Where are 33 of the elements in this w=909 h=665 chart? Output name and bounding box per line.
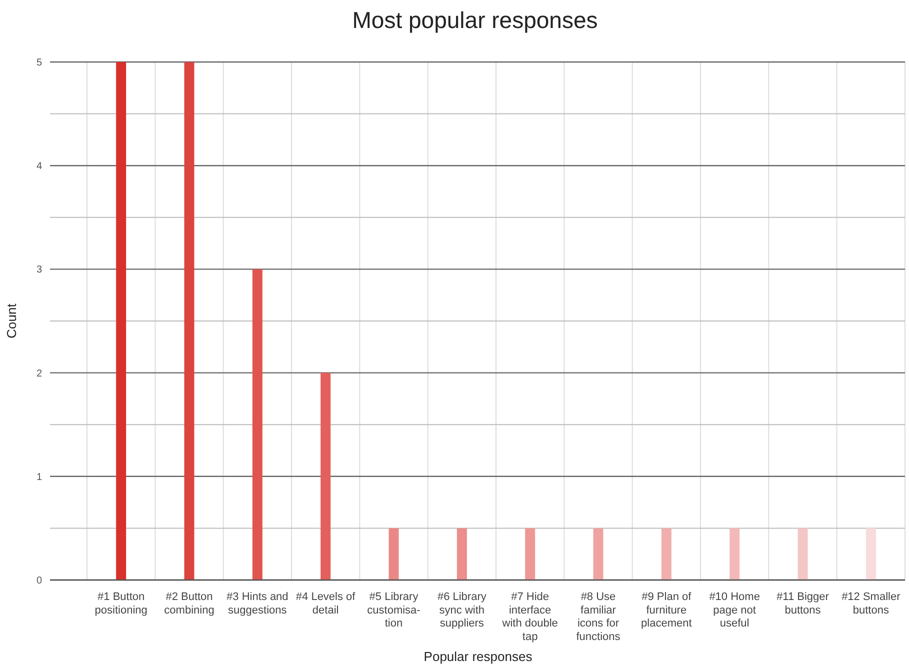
bar (116, 62, 126, 580)
x-tick-label: #5 Library customisa- tion (367, 591, 421, 630)
x-tick-label: #2 Button combining (164, 591, 214, 616)
x-tick-label: #1 Button positioning (94, 591, 148, 616)
x-tick-label: #11 Bigger buttons (776, 591, 830, 616)
bar (320, 372, 331, 580)
x-tick-label: #4 Levels of detail (296, 591, 356, 616)
bar (661, 528, 672, 580)
x-tick-label: #3 Hints and suggestions (226, 591, 288, 616)
bar (456, 528, 467, 580)
y-tick-label: 3 (36, 264, 42, 276)
x-axis-title: Popular responses (424, 649, 533, 664)
x-tick-label: #9 Plan of furniture placement (641, 591, 692, 630)
bar (525, 528, 536, 580)
bar (184, 62, 194, 580)
chart-title: Most popular responses (352, 7, 598, 33)
bar (593, 528, 604, 580)
y-tick-label: 5 (36, 58, 42, 68)
x-tick-label: #8 Use familiar icons for functions (576, 591, 621, 643)
bar (388, 528, 399, 580)
y-axis-title: Count (4, 303, 19, 338)
bar (252, 269, 262, 580)
x-tick-label: #10 Home page not useful (709, 591, 760, 630)
x-tick-label: #6 Library sync with suppliers (437, 591, 487, 630)
x-tick-label: #12 Smaller buttons (842, 591, 901, 616)
y-tick-label: 2 (36, 368, 42, 380)
y-tick-label: 0 (36, 576, 42, 586)
bar (798, 528, 808, 580)
y-tick-label: 1 (36, 472, 42, 483)
bar (730, 528, 740, 580)
y-tick-label: 4 (36, 161, 42, 172)
x-tick-label: #7 Hide interface with double tap (501, 591, 558, 643)
bar (866, 528, 876, 580)
